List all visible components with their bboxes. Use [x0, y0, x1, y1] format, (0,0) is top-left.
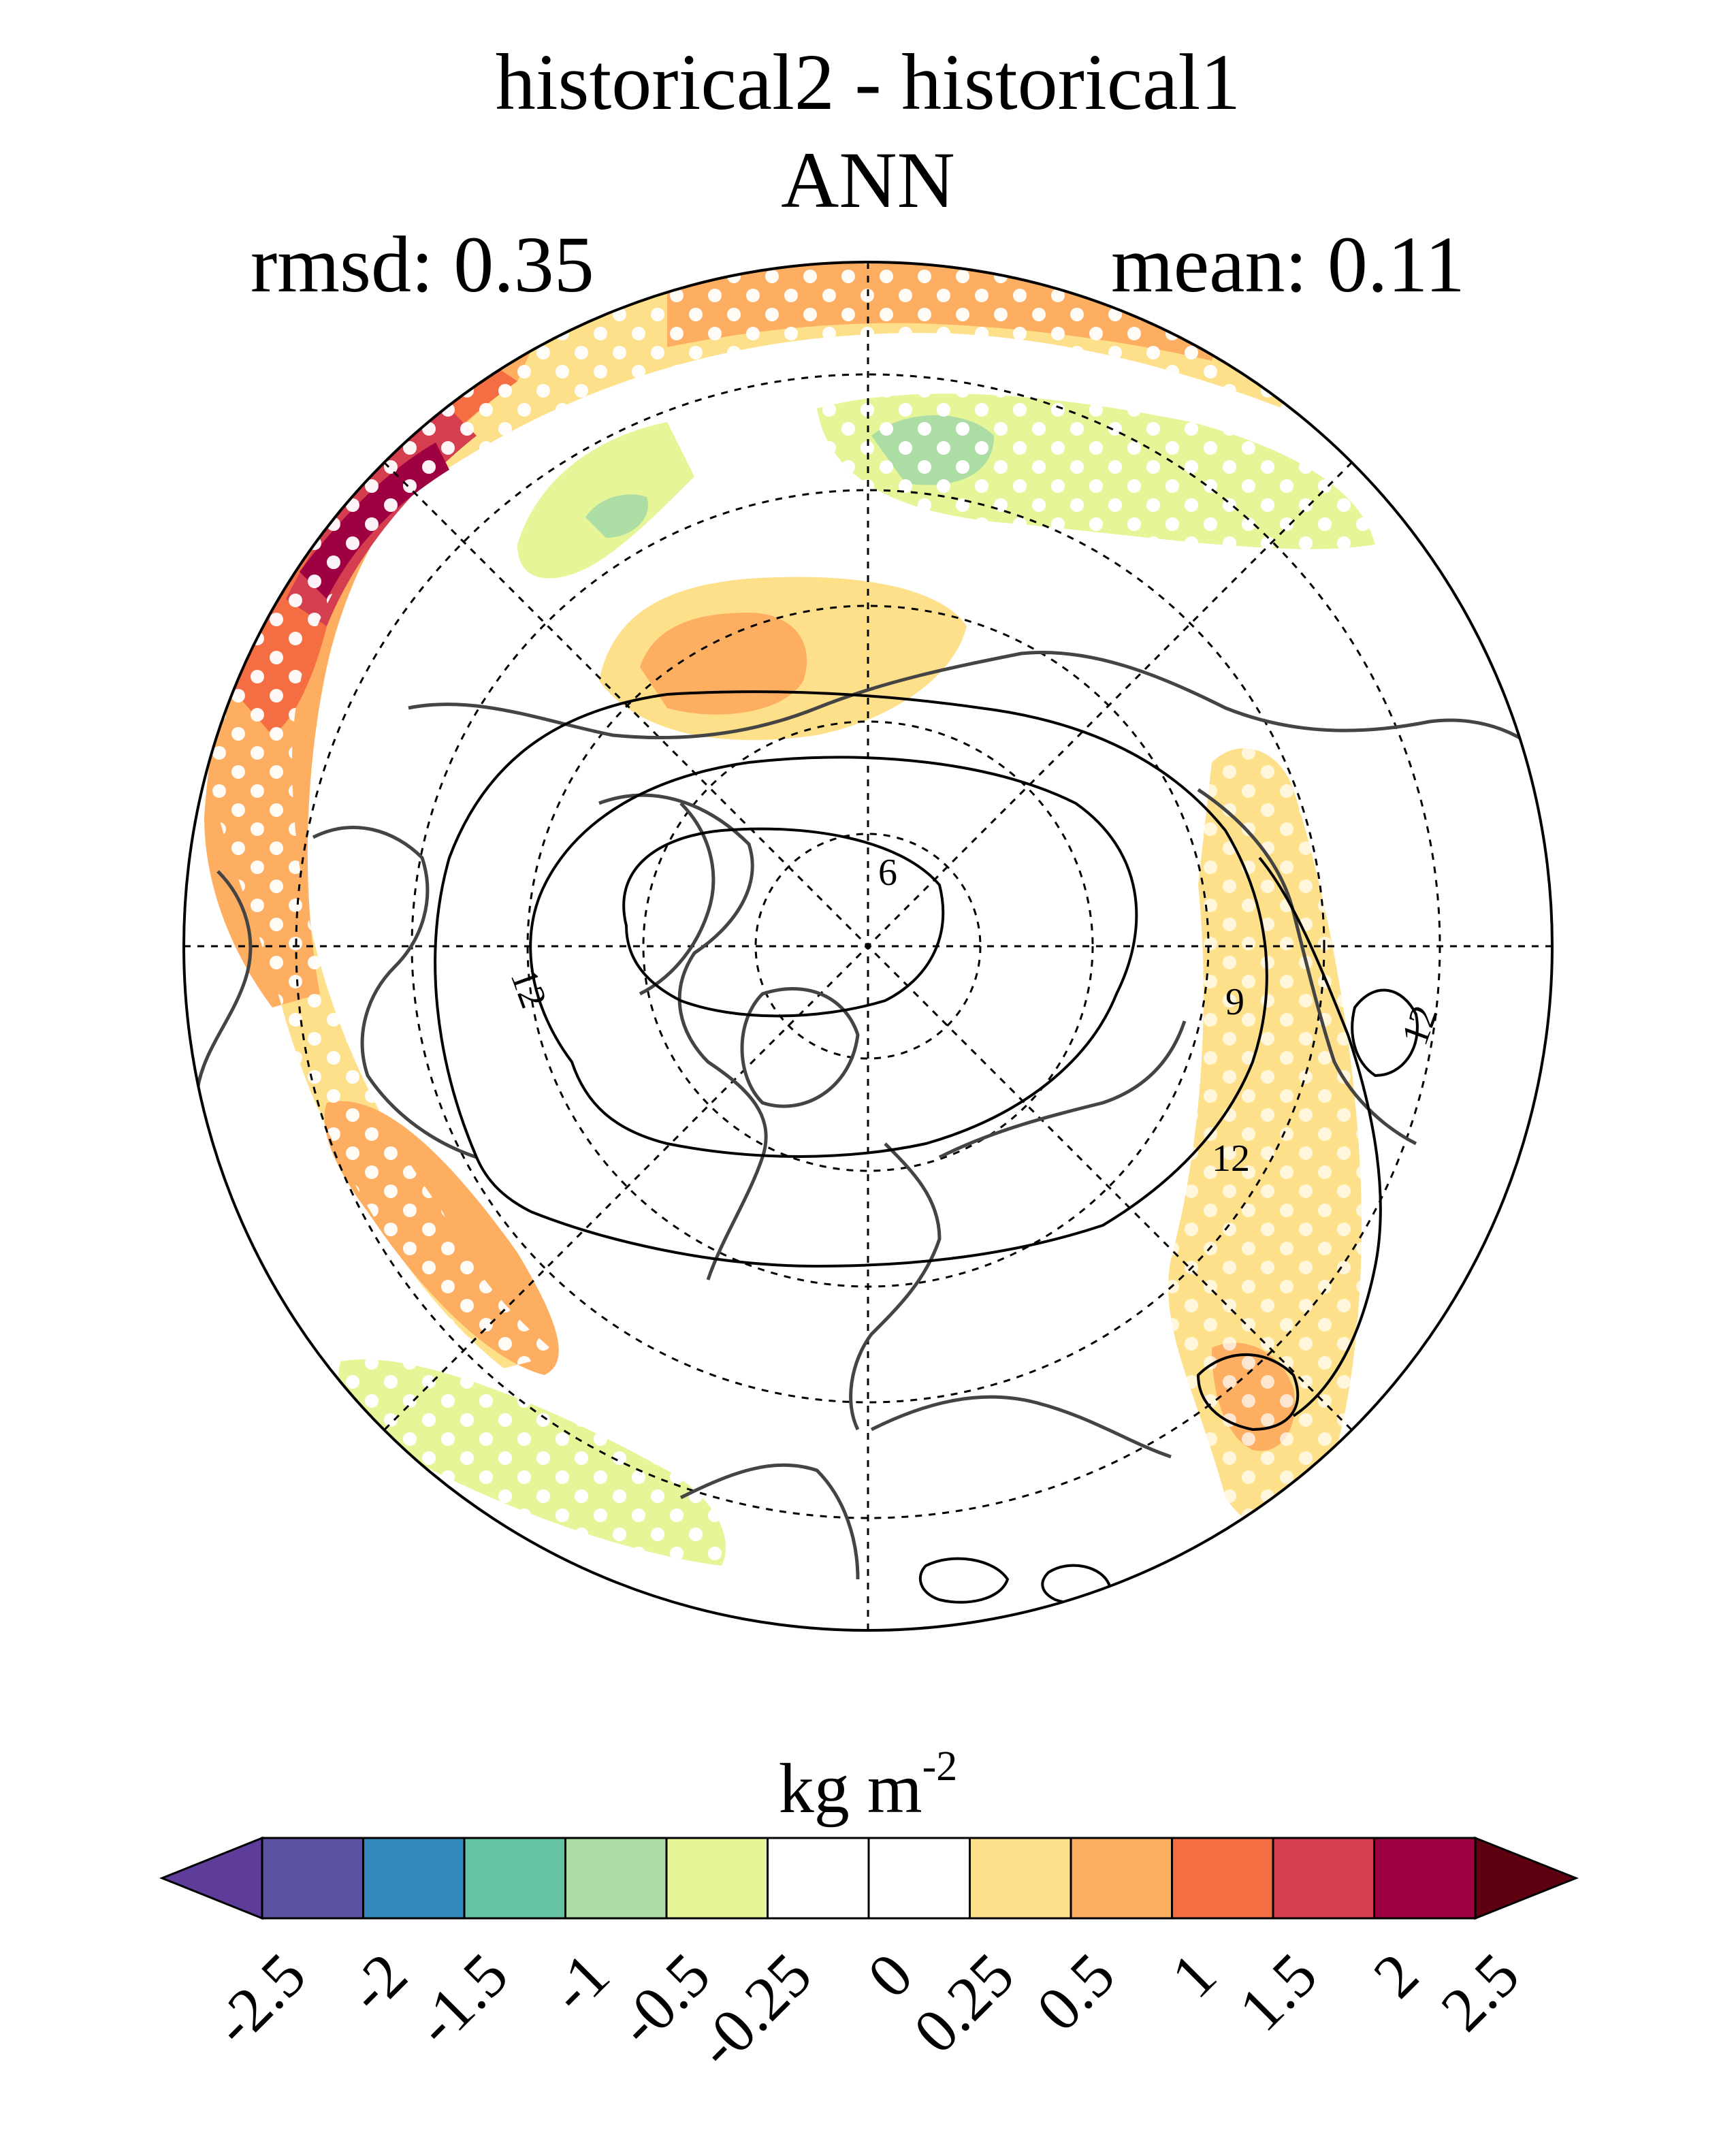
contour-label-9: 9 — [1225, 981, 1244, 1023]
contour-label-12-south: 12 — [1212, 1137, 1250, 1180]
stippling-east — [817, 393, 1375, 549]
colorbar-bin — [969, 1837, 1072, 1920]
anomaly-central-core — [640, 613, 807, 715]
colorbar-bin — [1070, 1837, 1173, 1920]
mean-label: mean: 0.11 — [1111, 220, 1465, 309]
colorbar-tick-label: 0.25 — [900, 1939, 1027, 2067]
colorbar-tick-label: 2 — [1360, 1939, 1432, 2012]
colorbar-bin — [362, 1837, 466, 1920]
colorbar-bin — [1272, 1837, 1375, 1920]
polar-map: 6 9 12 12 12 — [182, 261, 1554, 1632]
rmsd-label: rmsd: 0.35 — [251, 220, 594, 309]
coastlines — [195, 650, 1552, 1580]
stippling-asia — [1168, 748, 1362, 1528]
colorbar-tick-label: 1.5 — [1225, 1939, 1330, 2044]
contour-label-6: 6 — [878, 852, 897, 894]
colorbar-tick-label: 1 — [1157, 1939, 1229, 2012]
colorbar-arrow-low — [159, 1836, 263, 1920]
colorbar-tick-label: 2.5 — [1428, 1939, 1532, 2044]
plot-subtitle: ANN — [781, 135, 955, 225]
colorbar-bin — [767, 1837, 870, 1920]
colorbar-tick-label: -0.25 — [683, 1939, 825, 2082]
colorbar-arrow-high — [1474, 1836, 1579, 1920]
colorbar-bin — [463, 1837, 566, 1920]
colorbar-bin — [1373, 1837, 1477, 1920]
stippling-south — [338, 1359, 726, 1566]
anomaly-negative-patch-1-core — [585, 494, 648, 538]
colorbar-bin — [665, 1837, 769, 1920]
plot-title: historical2 - historical1 — [495, 37, 1241, 127]
colorbar-bin — [1171, 1837, 1274, 1920]
colorbar-tick-label: -1.5 — [402, 1939, 521, 2059]
colorbar-bin — [867, 1837, 971, 1920]
colorbar-tick-label: 0.5 — [1023, 1939, 1128, 2044]
map-boundary — [182, 261, 1554, 1632]
colorbar-bin — [564, 1837, 668, 1920]
colorbar-bin — [261, 1837, 364, 1920]
colorbar-units: kg m-2 — [778, 1743, 958, 1828]
colorbar-tick-label: -2.5 — [199, 1939, 319, 2059]
